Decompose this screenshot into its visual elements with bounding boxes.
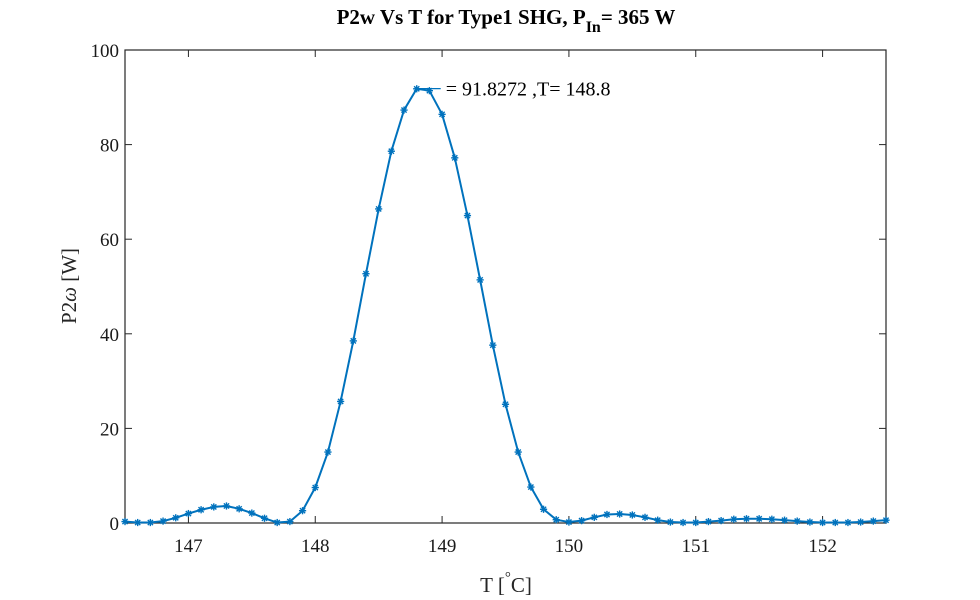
data-point	[730, 515, 738, 523]
data-point	[438, 110, 446, 118]
data-point	[489, 341, 497, 349]
data-point	[641, 513, 649, 521]
data-point	[831, 518, 839, 527]
y-tick-label: 80	[100, 136, 119, 157]
data-point	[666, 518, 674, 526]
data-point	[222, 502, 231, 510]
x-axis-label: T [°C]	[480, 570, 532, 597]
data-point	[400, 106, 408, 114]
x-tick-label: 148	[301, 536, 330, 557]
data-point	[159, 517, 167, 525]
data-point	[717, 517, 725, 525]
data-point	[654, 516, 662, 524]
data-point	[882, 516, 890, 524]
data-point	[235, 505, 243, 513]
data-point	[603, 510, 611, 519]
x-tick-label: 150	[555, 536, 584, 557]
data-point	[552, 516, 560, 524]
data-point	[755, 515, 763, 523]
data-point	[590, 513, 598, 521]
y-tick-label: 100	[91, 41, 120, 62]
data-point	[248, 509, 256, 517]
data-point	[539, 505, 548, 513]
x-tick-label: 147	[174, 536, 203, 557]
x-tick-label: 151	[682, 536, 711, 557]
plot-area	[124, 49, 887, 524]
data-point	[818, 518, 827, 527]
data-point	[324, 448, 332, 456]
y-tick-label: 40	[100, 325, 119, 346]
data-point	[286, 517, 294, 526]
y-axis-label-main: P2	[57, 302, 81, 324]
series-layer	[121, 85, 890, 527]
data-point	[527, 483, 535, 491]
data-point	[679, 518, 687, 527]
chart-title-subscript: In	[586, 19, 601, 36]
y-tick-label: 60	[100, 230, 119, 251]
data-point	[172, 514, 180, 522]
data-point	[857, 518, 865, 526]
data-point	[476, 276, 484, 284]
y-tick-label: 20	[100, 419, 119, 440]
chart-title-main: P2w Vs T for Type1 SHG, P	[337, 5, 586, 29]
x-axis-label-main: T [	[480, 573, 505, 597]
x-tick-label: 149	[428, 536, 457, 557]
data-point	[451, 154, 459, 162]
y-tick-label: 0	[110, 514, 120, 535]
y-axis-label-suffix: [W]	[57, 248, 81, 287]
x-axis-label-suffix: C]	[511, 573, 532, 597]
data-point	[273, 518, 281, 527]
data-point	[844, 518, 852, 527]
data-point	[793, 517, 801, 525]
data-point	[780, 516, 789, 524]
annotation-text: = 91.8272 ,T= 148.8	[446, 79, 611, 101]
data-point	[463, 211, 472, 220]
data-point	[134, 518, 142, 527]
data-point	[337, 397, 345, 406]
data-point	[578, 517, 586, 525]
y-axis-label: P2ω [W]	[57, 248, 81, 324]
data-point	[616, 510, 624, 518]
data-point	[146, 518, 154, 527]
chart-title-suffix: = 365 W	[601, 5, 676, 29]
data-point	[260, 514, 269, 522]
data-point	[704, 517, 713, 526]
data-point	[210, 503, 218, 511]
data-point	[501, 400, 510, 408]
x-tick-label: 152	[808, 536, 837, 557]
data-point	[362, 270, 370, 278]
peak-annotation: = 91.8272 ,T= 148.8	[416, 79, 611, 101]
tick-labels: 147 148 149 150 151 152 0 20 40 60 80 100	[91, 41, 837, 557]
data-point	[514, 448, 522, 456]
data-point	[387, 147, 395, 155]
data-point	[349, 337, 357, 345]
data-point	[806, 518, 814, 526]
data-point	[121, 517, 129, 526]
data-point	[768, 515, 776, 523]
data-point	[311, 483, 319, 492]
chart-title: P2w Vs T for Type1 SHG, PIn= 365 W	[337, 5, 676, 36]
data-point	[197, 506, 205, 514]
data-point	[565, 518, 573, 526]
data-point	[692, 518, 700, 527]
data-point	[298, 507, 307, 515]
data-point	[742, 515, 751, 523]
data-point	[869, 517, 877, 525]
data-point	[375, 205, 383, 213]
x-axis-label-degree: °	[505, 570, 511, 586]
data-point	[628, 511, 636, 519]
y-axis-label-symbol: ω	[57, 287, 81, 302]
data-point	[184, 509, 193, 518]
